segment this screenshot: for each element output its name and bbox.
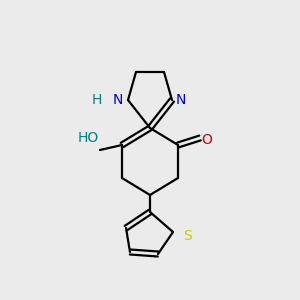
Text: S: S [183,229,191,243]
Text: N: N [113,93,123,107]
Text: H: H [92,93,102,107]
Text: HO: HO [77,131,99,145]
Text: N: N [176,93,186,107]
Text: O: O [202,133,212,147]
